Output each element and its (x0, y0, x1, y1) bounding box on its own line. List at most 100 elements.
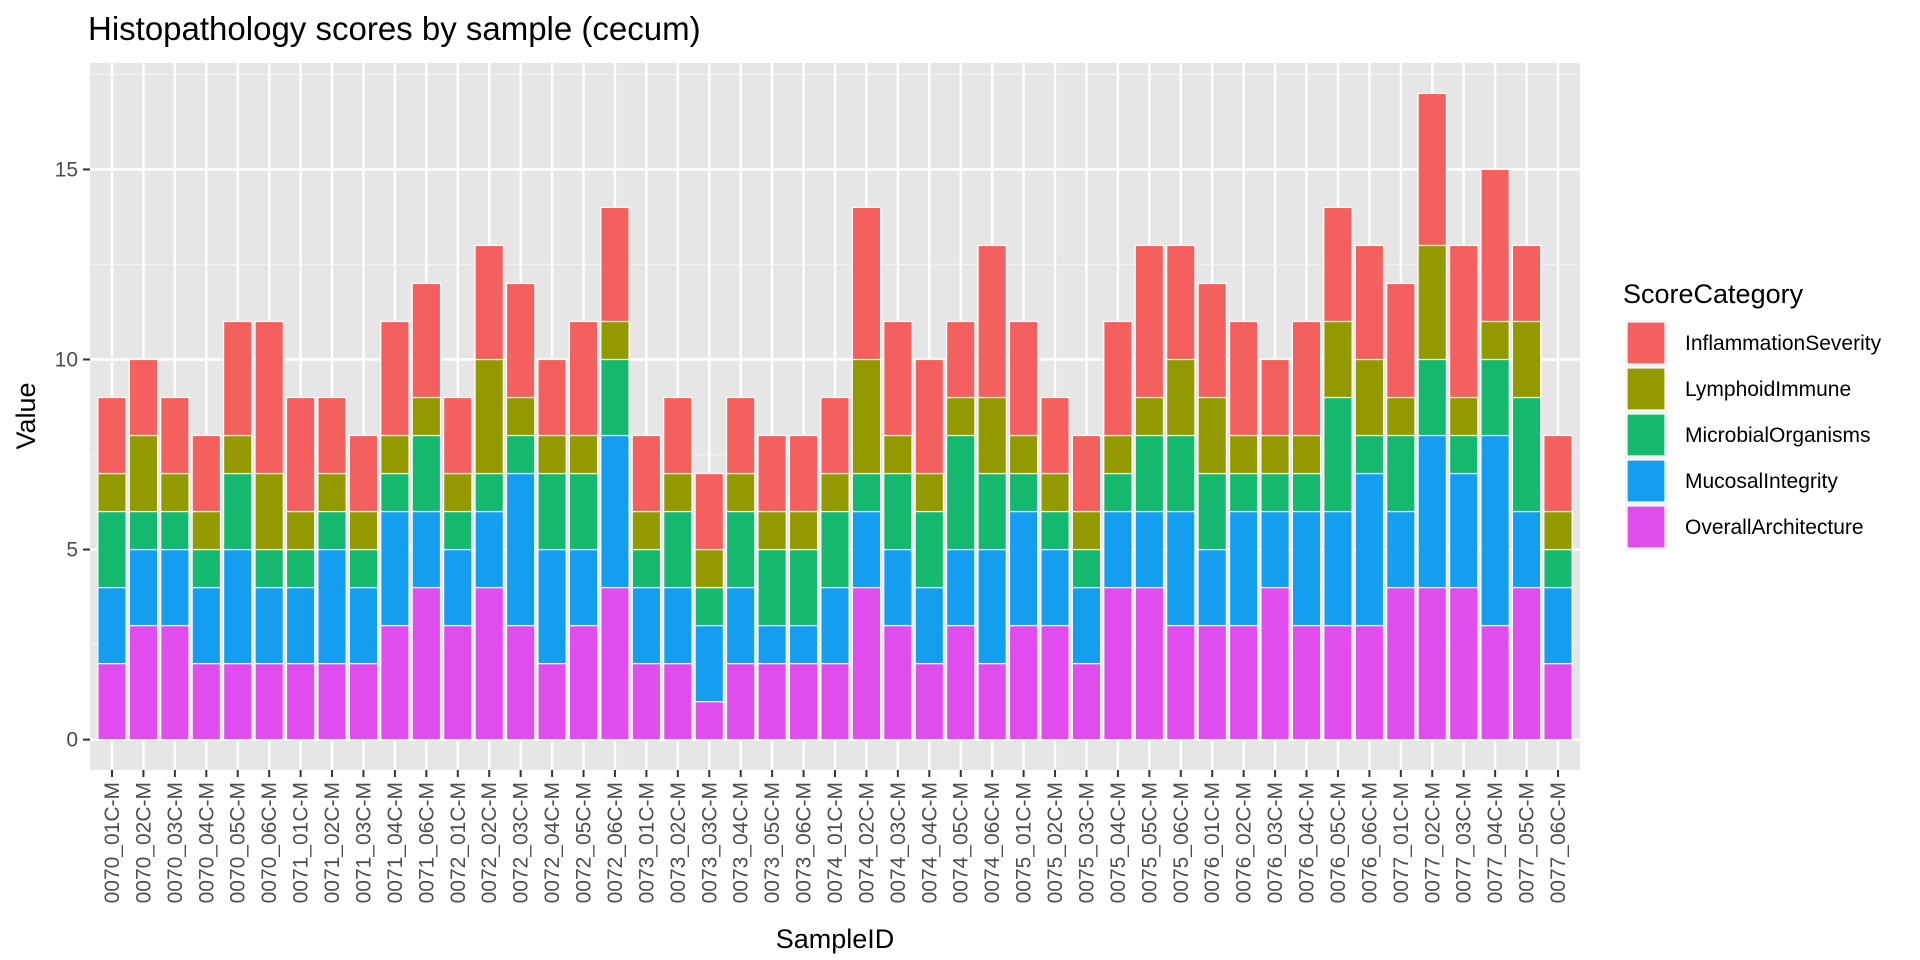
bar-segment (788, 434, 819, 513)
bar-segment (820, 510, 850, 589)
bar-segment (285, 662, 316, 741)
bar-segment (191, 548, 222, 589)
bar-segment (1386, 510, 1416, 589)
bar-segment (1354, 434, 1385, 475)
bar-segment (97, 472, 127, 513)
bar-segment (505, 434, 536, 475)
bar-segment (883, 472, 913, 551)
x-tick-label: 0077_03C-M (1453, 782, 1476, 903)
bar-segment (757, 548, 787, 627)
y-tick-label: 0 (66, 729, 78, 752)
bar-segment (537, 358, 567, 437)
bar-segment (222, 320, 253, 437)
bar-segment (568, 472, 599, 551)
bar-segment (505, 396, 536, 437)
bar-segment (160, 396, 190, 475)
bar-segment (1260, 586, 1290, 741)
bar-segment (1448, 244, 1479, 399)
bar-segment (1386, 434, 1416, 513)
bar-segment (537, 662, 567, 741)
legend-label: LymphoidImmune (1685, 378, 1851, 401)
bar-segment (285, 396, 316, 513)
bar-segment (411, 434, 442, 513)
bar-segment (1071, 586, 1102, 665)
x-tick-label: 0077_01C-M (1390, 782, 1413, 903)
bar-segment (1103, 434, 1133, 475)
bar-segment (317, 510, 347, 551)
bar-segment (222, 472, 253, 551)
bar-segment (663, 396, 693, 475)
x-tick-label: 0076_02C-M (1233, 782, 1256, 903)
bar-segment (1511, 586, 1542, 741)
bar-segment (725, 472, 756, 513)
bar-segment (694, 586, 725, 627)
x-tick-label: 0070_03C-M (164, 782, 187, 903)
bar-segment (977, 396, 1007, 475)
bar-segment (1480, 434, 1510, 627)
bar-segment (1291, 624, 1322, 741)
bar-segment (1008, 434, 1039, 475)
bar-segment (757, 510, 787, 551)
bar-segment (757, 662, 787, 741)
bar-segment (1480, 624, 1510, 741)
bar-segment (97, 662, 127, 741)
bar-segment (443, 548, 473, 627)
bar-segment (757, 624, 787, 665)
bar-segment (1134, 510, 1165, 589)
bar-segment (254, 548, 284, 589)
bar-segment (1511, 510, 1542, 589)
bar-segment (1386, 396, 1416, 437)
bar-segment (1103, 472, 1133, 513)
bar-segment (820, 396, 850, 475)
x-tick-label: 0076_01C-M (1201, 782, 1224, 903)
x-tick-label: 0076_06C-M (1358, 782, 1381, 903)
bar-segment (977, 244, 1007, 399)
x-tick-label: 0070_02C-M (132, 782, 155, 903)
x-tick-label: 0073_02C-M (667, 782, 690, 903)
legend-title: ScoreCategory (1623, 279, 1804, 309)
bar-segment (191, 662, 222, 741)
bar-segment (474, 586, 504, 741)
bar-segment (1040, 548, 1070, 627)
bar-segment (1417, 92, 1448, 247)
bar-segment (1228, 624, 1259, 741)
bar-segment (725, 662, 756, 741)
bar-segment (128, 358, 159, 437)
bar-segment (945, 396, 976, 437)
bar-segment (1260, 434, 1290, 475)
x-tick-label: 0071_02C-M (321, 782, 344, 903)
bar-segment (883, 320, 913, 437)
bar-segment (914, 586, 945, 665)
bar-segment (945, 320, 976, 399)
x-tick-label: 0070_01C-M (101, 782, 124, 903)
x-tick-label: 0074_01C-M (824, 782, 847, 903)
bar-segment (1071, 662, 1102, 741)
bar-segment (222, 662, 253, 741)
bar-segment (725, 510, 756, 589)
x-axis: 0070_01C-M 0070_02C-M 0070_03C-M 0070_04C-M… (101, 770, 1570, 903)
bar-segment (1480, 320, 1510, 361)
bar-segment (1071, 510, 1102, 551)
bar-segment (945, 624, 976, 741)
bar-segment (222, 548, 253, 665)
bar-segment (254, 586, 284, 665)
bar-segment (1040, 624, 1070, 741)
bar-segment (851, 510, 882, 589)
bar-segment (474, 472, 504, 513)
bar-segment (1166, 244, 1196, 361)
bar-segment (411, 510, 442, 589)
bar-segment (254, 472, 284, 551)
legend-label: MicrobialOrganisms (1685, 424, 1871, 447)
x-tick-label: 0077_02C-M (1421, 782, 1444, 903)
bar-segment (1480, 358, 1510, 437)
bar-segment (631, 662, 662, 741)
bar-segment (1040, 396, 1070, 475)
y-axis: 0 5 10 15 (55, 158, 90, 752)
bar-segment (1448, 434, 1479, 475)
bar-segment (725, 396, 756, 475)
x-tick-label: 0075_03C-M (1075, 782, 1098, 903)
bar-segment (1323, 624, 1353, 741)
x-tick-label: 0072_04C-M (541, 782, 564, 903)
bar-segment (788, 548, 819, 627)
x-tick-label: 0075_01C-M (1013, 782, 1036, 903)
